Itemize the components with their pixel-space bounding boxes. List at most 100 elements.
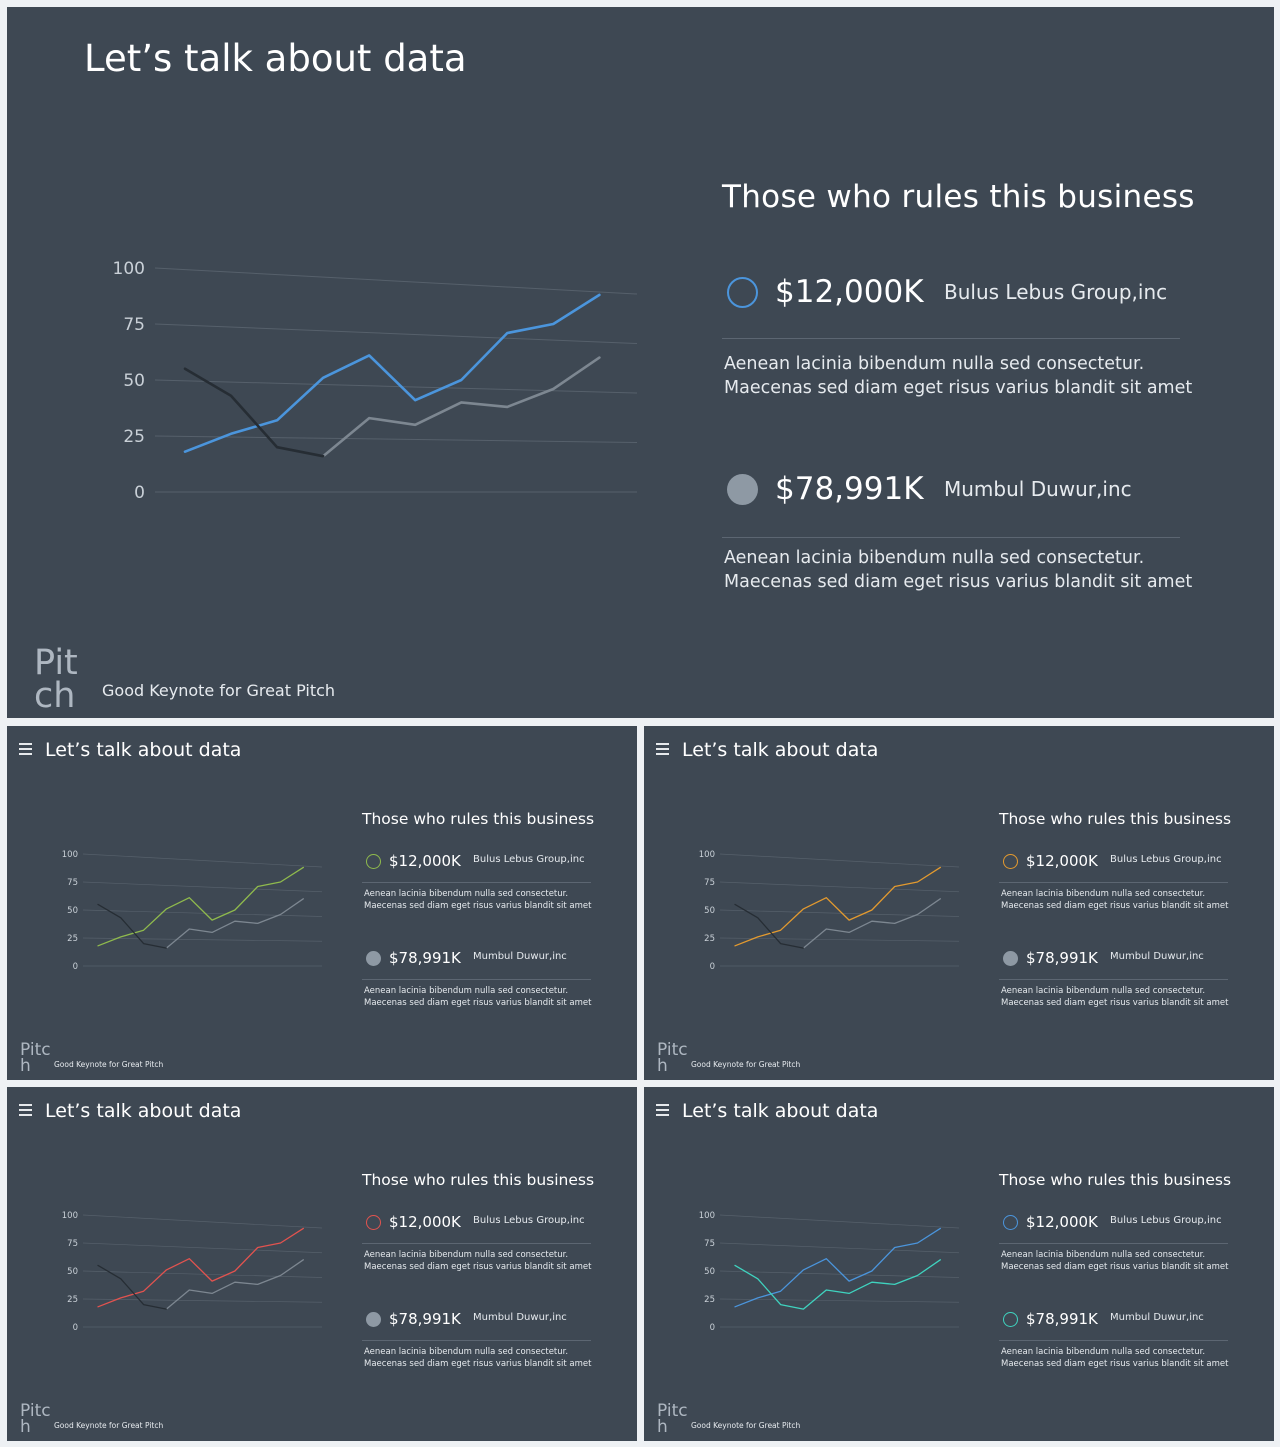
- line-chart: 100 75 50 25 0: [62, 850, 323, 972]
- grid-line: [82, 1214, 323, 1229]
- description-line: Aenean lacinia bibendum nulla sed consec…: [364, 986, 569, 996]
- series-line-primary: [183, 293, 601, 453]
- entry-company: Mumbul Duwur,inc: [473, 1312, 567, 1323]
- y-tick-label: 0: [134, 483, 145, 503]
- grid-line: [82, 909, 323, 917]
- y-tick-label: 75: [67, 1239, 78, 1249]
- circle-icon: [366, 951, 381, 966]
- divider: [999, 1340, 1228, 1341]
- y-tick-label: 50: [704, 906, 715, 916]
- series-line-secondary: [734, 1259, 941, 1310]
- description-line: Maecenas sed diam eget risus varius blan…: [724, 378, 1193, 398]
- grid-line: [154, 435, 638, 443]
- description-line: Aenean lacinia bibendum nulla sed consec…: [1001, 889, 1206, 899]
- entry-amount: $12,000K: [389, 1213, 461, 1231]
- grid-line: [82, 937, 323, 942]
- series-line-tertiary: [97, 903, 168, 949]
- business-panel: Those who rules this business $12,000K B…: [362, 1171, 598, 1369]
- description-line: Maecenas sed diam eget risus varius blan…: [364, 1262, 592, 1272]
- y-tick-label: 50: [67, 1267, 78, 1277]
- y-tick-label: 100: [113, 259, 145, 279]
- grid-line: [154, 379, 638, 394]
- grid-line: [154, 323, 638, 344]
- entry-description: Aenean lacinia bibendum nulla sed consec…: [1001, 888, 1228, 912]
- line-chart: 100 75 50 25 0: [113, 259, 638, 503]
- description-line: Aenean lacinia bibendum nulla sed consec…: [724, 354, 1145, 374]
- tagline: Good Keynote for Great Pitch: [691, 1421, 801, 1430]
- entry-description: Aenean lacinia bibendum nulla sed consec…: [1001, 1249, 1228, 1273]
- variant-slide-blue-teal[interactable]: Let’s talk about data 100 75 50 25 0 Those w…: [644, 1087, 1274, 1441]
- y-tick-label: 100: [699, 850, 715, 860]
- y-tick-label: 0: [710, 962, 715, 972]
- series-line-primary: [97, 1227, 304, 1308]
- business-panel: Those who rules this business $12,000K B…: [362, 810, 598, 1008]
- entry-amount: $12,000K: [775, 274, 924, 310]
- hamburger-menu-icon[interactable]: [19, 743, 32, 758]
- entry-company: Mumbul Duwur,inc: [1110, 1312, 1204, 1323]
- grid-line: [719, 1270, 960, 1278]
- grid-line: [82, 1298, 323, 1303]
- variant-slide-red[interactable]: Let’s talk about data 100 75 50 25 0 Those w…: [7, 1087, 637, 1441]
- y-tick-label: 100: [62, 850, 78, 860]
- y-tick-label: 50: [67, 906, 78, 916]
- description-line: Maecenas sed diam eget risus varius blan…: [1001, 1359, 1229, 1369]
- series-line-tertiary: [734, 903, 805, 949]
- y-tick-label: 75: [704, 878, 715, 888]
- description-line: Maecenas sed diam eget risus varius blan…: [364, 901, 592, 911]
- hamburger-menu-icon[interactable]: [656, 743, 669, 758]
- description-line: Maecenas sed diam eget risus varius blan…: [724, 572, 1193, 592]
- grid-line: [154, 267, 638, 295]
- slide-title: Let’s talk about data: [682, 739, 879, 761]
- description-line: Aenean lacinia bibendum nulla sed consec…: [364, 1347, 569, 1357]
- tagline: Good Keynote for Great Pitch: [54, 1421, 164, 1430]
- divider: [999, 882, 1228, 883]
- tagline: Good Keynote for Great Pitch: [102, 681, 336, 700]
- grid-line: [719, 853, 960, 868]
- grid-line: [719, 909, 960, 917]
- grid-line: [719, 1242, 960, 1254]
- slide-title: Let’s talk about data: [84, 37, 467, 80]
- y-tick-label: 75: [67, 878, 78, 888]
- entry-description: Aenean lacinia bibendum nulla sed consec…: [364, 985, 591, 1009]
- entry-description: Aenean lacinia bibendum nulla sed consec…: [724, 546, 1192, 594]
- entry-description: Aenean lacinia bibendum nulla sed consec…: [364, 1346, 591, 1370]
- series-line-primary: [734, 1227, 941, 1308]
- hamburger-menu-icon[interactable]: [19, 1104, 32, 1119]
- description-line: Aenean lacinia bibendum nulla sed consec…: [364, 1250, 569, 1260]
- description-line: Maecenas sed diam eget risus varius blan…: [1001, 901, 1229, 911]
- circle-icon: [366, 854, 381, 869]
- y-tick-label: 25: [704, 934, 715, 944]
- entry-amount: $78,991K: [1026, 949, 1098, 967]
- divider: [362, 979, 591, 980]
- hamburger-menu-icon[interactable]: [656, 1104, 669, 1119]
- brand-logo: Pitch: [20, 1040, 51, 1077]
- panel-title: Those who rules this business: [722, 179, 1195, 215]
- entry-amount: $12,000K: [1026, 1213, 1098, 1231]
- grid-line: [719, 881, 960, 893]
- panel-title: Those who rules this business: [999, 810, 1232, 828]
- variant-slide-green[interactable]: Let’s talk about data 100 75 50 25 0 Those w…: [7, 726, 637, 1080]
- business-panel: Those who rules this business $12,000K B…: [722, 179, 1195, 592]
- panel-title: Those who rules this business: [362, 1171, 595, 1189]
- description-line: Aenean lacinia bibendum nulla sed consec…: [364, 889, 569, 899]
- entry-company: Mumbul Duwur,inc: [473, 951, 567, 962]
- entry-company: Bulus Lebus Group,inc: [1110, 1215, 1222, 1226]
- circle-icon: [1003, 854, 1018, 869]
- y-tick-label: 0: [73, 1323, 78, 1333]
- grid-line: [82, 853, 323, 868]
- line-chart: 100 75 50 25 0: [62, 1211, 323, 1333]
- y-tick-label: 0: [73, 962, 78, 972]
- y-tick-label: 25: [704, 1295, 715, 1305]
- y-tick-label: 50: [704, 1267, 715, 1277]
- series-line-primary: [734, 866, 941, 947]
- grid-line: [719, 1214, 960, 1229]
- business-panel: Those who rules this business $12,000K B…: [999, 810, 1235, 1008]
- y-tick-label: 100: [62, 1211, 78, 1221]
- series-line-tertiary: [97, 1264, 168, 1310]
- tagline: Good Keynote for Great Pitch: [691, 1060, 801, 1069]
- line-chart: 100 75 50 25 0: [699, 1211, 960, 1333]
- divider: [722, 537, 1180, 538]
- description-line: Maecenas sed diam eget risus varius blan…: [364, 998, 592, 1008]
- variant-slide-orange[interactable]: Let’s talk about data 100 75 50 25 0 Those w…: [644, 726, 1274, 1080]
- entry-amount: $12,000K: [389, 852, 461, 870]
